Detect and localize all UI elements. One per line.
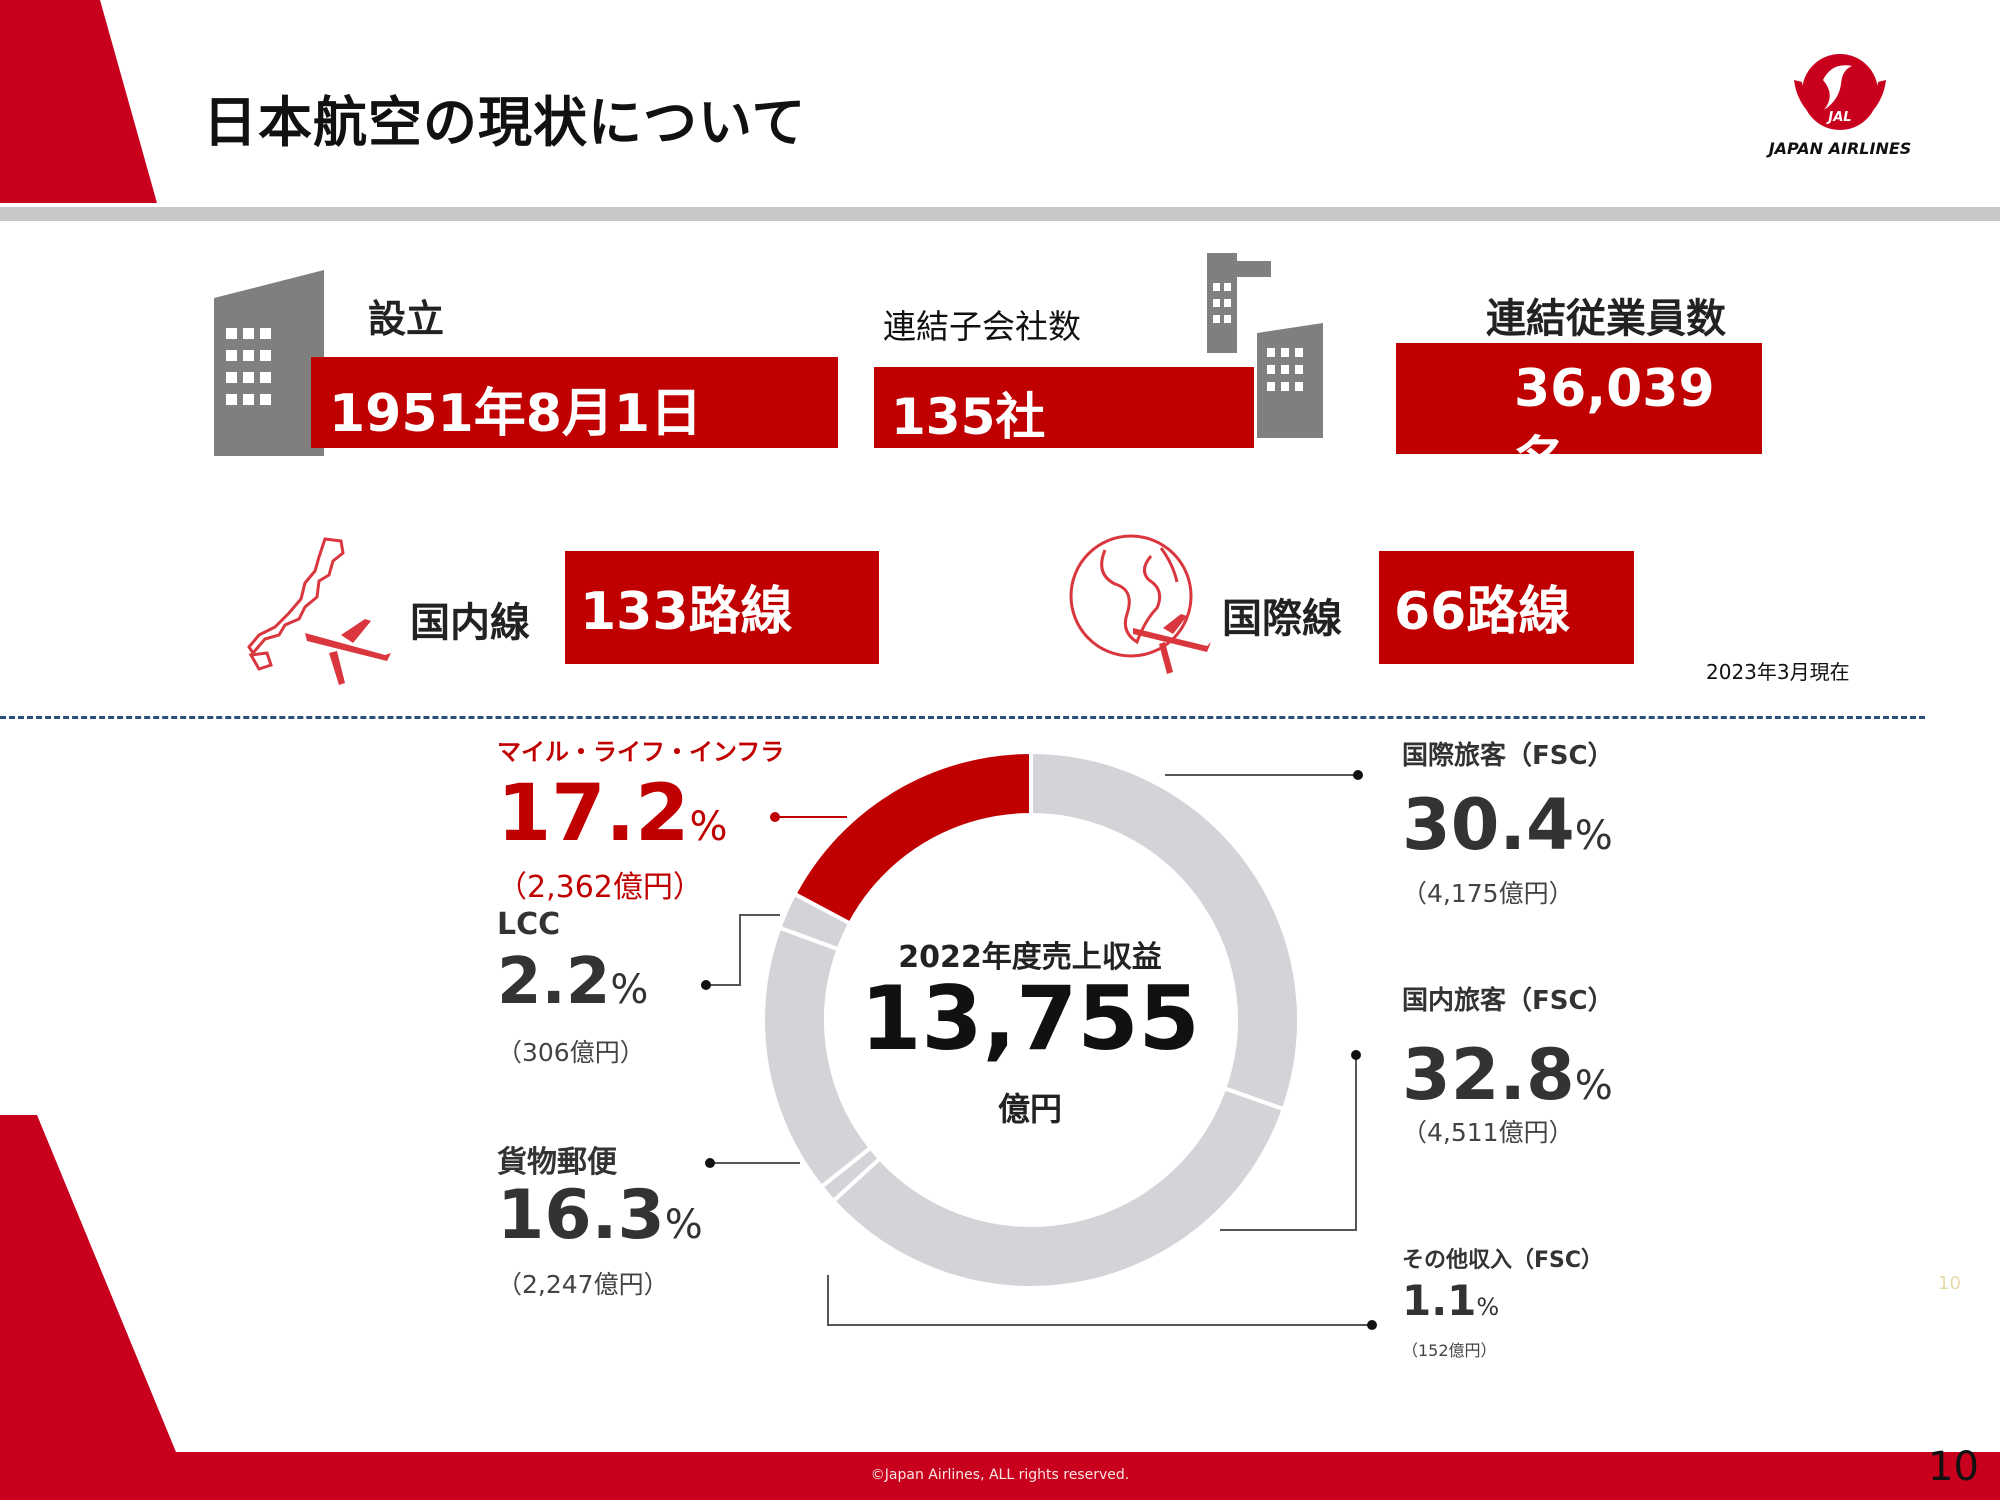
international-value: 66路線 <box>1394 582 1571 642</box>
slice-label-mile-life-infra: マイル・ライフ・インフラ <box>497 738 785 766</box>
employees-value-box: 36,039名 <box>1396 343 1762 492</box>
globe-plane-icon <box>1069 534 1211 674</box>
founded-label: 設立 <box>368 297 445 341</box>
slice-label-cargo-mail: 貨物郵便 <box>497 1145 617 1180</box>
slice-amount-intl-passenger: （4,175億円） <box>1402 879 1574 908</box>
donut-center-value: 13,755 <box>860 967 1200 1070</box>
page-number: 10 <box>1928 1444 1979 1490</box>
slice-pct-cargo-mail: 16.3% <box>497 1176 703 1255</box>
page-title: 日本航空の現状について <box>203 91 807 154</box>
buildings-icon <box>1207 253 1323 438</box>
slice-label-intl-passenger: 国際旅客（FSC） <box>1402 741 1614 771</box>
slice-label-domestic-passenger: 国内旅客（FSC） <box>1402 986 1614 1016</box>
donut-center-unit: 億円 <box>997 1090 1062 1128</box>
slice-amount-cargo-mail: （2,247億円） <box>497 1270 669 1299</box>
section-divider <box>0 716 1925 719</box>
domestic-value-box: 133路線 <box>565 551 879 664</box>
jal-crane-logo: JAL JAPAN AIRLINES <box>1766 54 1912 158</box>
domestic-label: 国内線 <box>410 600 530 646</box>
subsidiaries-label: 連結子会社数 <box>883 307 1081 346</box>
slice-amount-mile-life-infra: （2,362億円） <box>497 870 703 905</box>
international-label: 国際線 <box>1222 596 1342 642</box>
domestic-value: 133路線 <box>580 582 793 642</box>
japan-map-plane-icon <box>247 537 391 685</box>
slice-pct-intl-passenger: 30.4% <box>1402 784 1613 866</box>
employees-label: 連結従業員数 <box>1486 296 1726 342</box>
employees-value: 36,039名 <box>1514 359 1715 492</box>
logo-mark-text: JAL <box>1825 110 1851 125</box>
top-left-red-shape <box>0 0 157 203</box>
ghost-page-number: 10 <box>1938 1273 1961 1294</box>
founded-value-box: 1951年8月1日 <box>311 357 838 448</box>
slice-pct-domestic-passenger: 32.8% <box>1402 1034 1613 1116</box>
bottom-left-red-shape <box>0 1115 176 1452</box>
logo-wordmark: JAPAN AIRLINES <box>1766 139 1912 158</box>
slice-pct-mile-life-infra: 17.2% <box>497 769 728 859</box>
subsidiaries-value-box: 135社 <box>874 367 1254 448</box>
jal-logo: JAL JAPAN AIRLINES <box>1720 40 1960 160</box>
footer-bar <box>0 1452 2000 1500</box>
building-icon <box>214 270 324 456</box>
slice-pct-other-income: 1.1% <box>1402 1276 1500 1325</box>
slice-amount-lcc: （306億円） <box>497 1038 645 1067</box>
as-of-date: 2023年3月現在 <box>1706 660 1850 684</box>
subsidiaries-value: 135社 <box>891 388 1046 446</box>
slice-amount-domestic-passenger: （4,511億円） <box>1402 1118 1574 1147</box>
founded-value: 1951年8月1日 <box>329 384 703 444</box>
slice-label-other-income: その他収入（FSC） <box>1402 1248 1604 1273</box>
slice-amount-other-income: （152億円） <box>1402 1341 1497 1360</box>
donut-center-title: 2022年度売上収益 <box>898 940 1162 975</box>
footer-copyright: ©Japan Airlines, ALL rights reserved. <box>870 1467 1130 1483</box>
slice-label-lcc: LCC <box>497 907 561 942</box>
header-divider <box>0 207 2000 221</box>
slice-pct-lcc: 2.2% <box>497 945 649 1019</box>
international-value-box: 66路線 <box>1379 551 1634 664</box>
